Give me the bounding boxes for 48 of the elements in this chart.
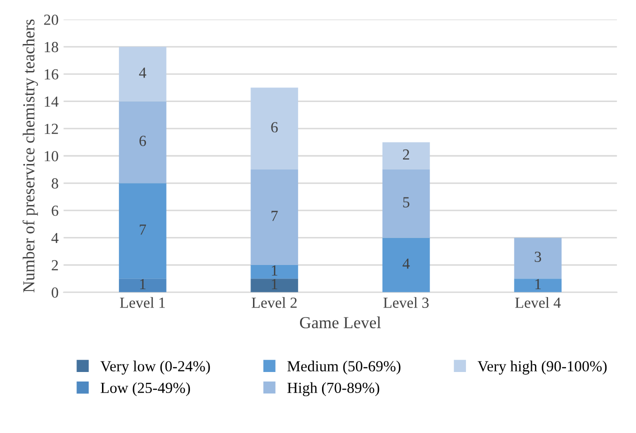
x-tick-label: Level 1: [120, 297, 165, 308]
bar: [118, 101, 166, 184]
legend-label: High (70-89%): [287, 382, 380, 396]
data-label: 5: [403, 197, 410, 208]
bar: [514, 278, 562, 292]
legend-label: Very low (0-24%): [100, 360, 210, 375]
data-label: 7: [140, 224, 146, 235]
y-tick-label: 14: [44, 96, 58, 107]
legend-label: Low (25-49%): [100, 382, 190, 396]
x-tick-label: Level 4: [515, 297, 561, 308]
data-label: 6: [139, 136, 146, 146]
x-axis-title: Game Level: [300, 316, 381, 328]
y-tick-label: 12: [44, 124, 58, 134]
bar: [250, 88, 298, 170]
bar: [118, 46, 166, 102]
y-axis-title: Number of preservice chemistry teachers: [22, 20, 38, 292]
bar: [514, 238, 562, 279]
y-tick-label: 2: [52, 260, 58, 270]
data-label: 1: [272, 265, 278, 276]
legend-label: Very high (90-100%): [478, 360, 607, 375]
bar: [118, 278, 166, 292]
data-label: 1: [140, 279, 146, 290]
bar: [382, 142, 430, 170]
bar: [118, 183, 166, 279]
bar: [250, 170, 298, 265]
y-tick-label: 4: [51, 232, 58, 244]
x-tick-label: Level 2: [252, 297, 297, 308]
bar: [382, 238, 430, 292]
data-label: 3: [534, 252, 542, 262]
data-label: 6: [271, 122, 278, 132]
y-tick-label: 20: [44, 14, 58, 25]
data-label: 7: [272, 210, 278, 221]
bar: [250, 264, 298, 279]
y-tick-label: 16: [44, 69, 58, 80]
bar: [250, 278, 298, 292]
y-tick-label: 8: [52, 178, 58, 189]
bar: [382, 170, 430, 238]
y-tick-label: 0: [52, 287, 58, 298]
y-tick-label: 10: [44, 151, 58, 162]
data-label: 1: [272, 279, 278, 290]
data-label: 4: [139, 68, 146, 78]
y-tick-label: 18: [44, 42, 58, 52]
data-label: 4: [402, 258, 410, 269]
data-label: 1: [535, 279, 541, 290]
y-tick-label: 6: [52, 206, 58, 216]
x-tick-label: Level 3: [383, 297, 429, 308]
data-label: 2: [402, 149, 410, 160]
legend-label: Medium (50-69%): [287, 360, 400, 375]
